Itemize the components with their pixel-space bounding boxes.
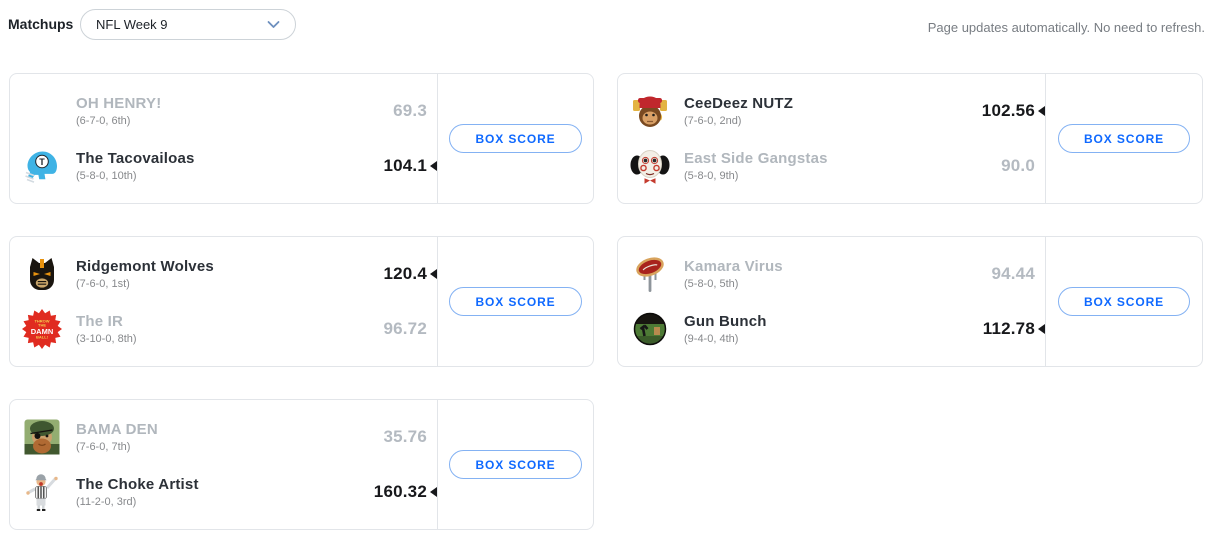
svg-text:T: T [39, 157, 45, 167]
team-name: The IR [76, 313, 124, 330]
box-score-button[interactable]: BOX SCORE [449, 287, 582, 316]
week-selector-value: NFL Week 9 [96, 17, 168, 32]
svg-text:DAMN: DAMN [31, 327, 54, 336]
team-row: Gun Bunch (9-4-0, 4th) 112.78 [630, 305, 1045, 353]
team-row: East Side Gangstas (5-8-0, 9th) 90.0 [630, 142, 1045, 190]
team-row: The Choke Artist (11-2-0, 3rd) 160.32 [22, 468, 437, 516]
box-score-button[interactable]: BOX SCORE [449, 450, 582, 479]
matchup-teams: BAMA DEN (7-6-0, 7th) 35.76 [10, 400, 437, 529]
team-score: 94.44 [991, 264, 1035, 283]
matchup-teams: OH HENRY! (6-7-0, 6th) 69.3 T [10, 74, 437, 203]
team-name: CeeDeez NUTZ [684, 95, 794, 112]
team-record: (11-2-0, 3rd) [76, 496, 137, 508]
black-wolf-mask-icon [22, 254, 62, 294]
team-record: (5-8-0, 5th) [684, 278, 739, 290]
matchup-teams: CeeDeez NUTZ (7-6-0, 2nd) 102.56 [618, 74, 1045, 203]
week-selector-dropdown[interactable]: NFL Week 9 [80, 9, 296, 40]
football-field-photo-icon [630, 309, 670, 349]
red-starburst-badge-icon: THROW THE DAMN BALL! [22, 309, 62, 349]
monkey-beer-hat-icon [630, 91, 670, 131]
chevron-down-icon [267, 16, 280, 34]
box-score-area: BOX SCORE [1045, 237, 1202, 366]
box-score-area: BOX SCORE [437, 74, 593, 203]
matchup-teams: Kamara Virus (5-8-0, 5th) 94.44 [618, 237, 1045, 366]
team-row: BAMA DEN (7-6-0, 7th) 35.76 [22, 413, 437, 461]
team-record: (7-6-0, 2nd) [684, 115, 742, 127]
team-score: 35.76 [383, 427, 427, 446]
steak-on-fork-icon [630, 254, 670, 294]
team-row: Kamara Virus (5-8-0, 5th) 94.44 [630, 250, 1045, 298]
matchups-grid: OH HENRY! (6-7-0, 6th) 69.3 T [9, 73, 1203, 530]
team-row: T The Tacovailoas (5-8-0, 10th) 104.1 [22, 142, 437, 190]
no-avatar [22, 91, 62, 131]
team-score: 112.78 [982, 319, 1035, 338]
green-soldier-eyepatch-icon [22, 417, 62, 457]
matchup-card: Ridgemont Wolves (7-6-0, 1st) 120.4 THRO… [9, 236, 594, 367]
matchup-card: CeeDeez NUTZ (7-6-0, 2nd) 102.56 [617, 73, 1203, 204]
team-record: (6-7-0, 6th) [76, 115, 131, 127]
svg-text:THROW: THROW [34, 319, 49, 324]
team-record: (7-6-0, 7th) [76, 441, 131, 453]
team-score: 160.32 [373, 482, 427, 501]
team-name: OH HENRY! [76, 95, 162, 112]
box-score-area: BOX SCORE [437, 400, 593, 529]
page-title: Matchups [8, 16, 74, 32]
matchup-card: BAMA DEN (7-6-0, 7th) 35.76 [9, 399, 594, 530]
team-score: 104.1 [383, 156, 427, 175]
team-record: (7-6-0, 1st) [76, 278, 130, 290]
winner-marker-icon [430, 161, 437, 171]
team-score: 90.0 [1001, 156, 1035, 175]
team-name: Gun Bunch [684, 313, 767, 330]
team-score: 102.56 [981, 101, 1035, 120]
box-score-area: BOX SCORE [1045, 74, 1202, 203]
team-record: (3-10-0, 8th) [76, 333, 137, 345]
team-row: THROW THE DAMN BALL! The IR (3-10-0, 8th… [22, 305, 437, 353]
matchup-card: OH HENRY! (6-7-0, 6th) 69.3 T [9, 73, 594, 204]
team-name: Ridgemont Wolves [76, 258, 214, 275]
box-score-button[interactable]: BOX SCORE [449, 124, 582, 153]
team-record: (9-4-0, 4th) [684, 333, 739, 345]
box-score-area: BOX SCORE [437, 237, 593, 366]
box-score-button[interactable]: BOX SCORE [1057, 287, 1191, 316]
team-score: 96.72 [383, 319, 427, 338]
team-name: The Tacovailoas [76, 150, 195, 167]
referee-choking-icon [22, 472, 62, 512]
winner-marker-icon [430, 269, 437, 279]
team-name: BAMA DEN [76, 421, 158, 438]
team-record: (5-8-0, 10th) [76, 170, 137, 182]
team-name: The Choke Artist [76, 476, 199, 493]
clown-puppet-icon [630, 146, 670, 186]
auto-update-note: Page updates automatically. No need to r… [927, 20, 1205, 35]
team-row: Ridgemont Wolves (7-6-0, 1st) 120.4 [22, 250, 437, 298]
team-row: OH HENRY! (6-7-0, 6th) 69.3 [22, 87, 437, 135]
team-record: (5-8-0, 9th) [684, 170, 739, 182]
winner-marker-icon [430, 487, 437, 497]
matchup-card: Kamara Virus (5-8-0, 5th) 94.44 [617, 236, 1203, 367]
blue-football-helmet-icon: T [22, 146, 62, 186]
team-score: 69.3 [393, 101, 427, 120]
matchup-teams: Ridgemont Wolves (7-6-0, 1st) 120.4 THRO… [10, 237, 437, 366]
team-name: Kamara Virus [684, 258, 783, 275]
box-score-button[interactable]: BOX SCORE [1057, 124, 1191, 153]
svg-text:THE: THE [38, 323, 46, 328]
winner-marker-icon [1038, 324, 1045, 334]
team-score: 120.4 [383, 264, 427, 283]
team-name: East Side Gangstas [684, 150, 828, 167]
svg-text:BALL!: BALL! [36, 335, 48, 340]
team-row: CeeDeez NUTZ (7-6-0, 2nd) 102.56 [630, 87, 1045, 135]
winner-marker-icon [1038, 106, 1045, 116]
